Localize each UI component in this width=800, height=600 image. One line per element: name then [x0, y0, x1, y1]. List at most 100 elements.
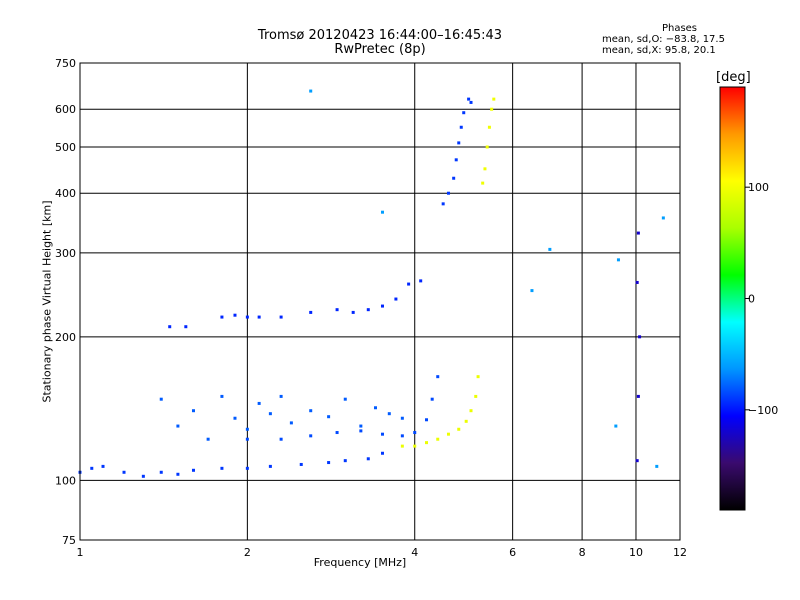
- data-point: [380, 451, 384, 455]
- data-point: [168, 325, 172, 329]
- data-point: [191, 409, 195, 413]
- data-point: [436, 375, 440, 379]
- data-point: [335, 431, 339, 435]
- data-point: [279, 315, 283, 319]
- x-tick-label: 8: [579, 546, 586, 559]
- data-point: [366, 457, 370, 461]
- data-point: [446, 432, 450, 436]
- data-point: [299, 462, 303, 466]
- data-point: [492, 97, 496, 101]
- y-axis-label: Stationary phase Virtual Height [km]: [40, 200, 54, 403]
- data-point: [548, 247, 552, 251]
- data-point: [454, 158, 458, 162]
- data-point: [430, 397, 434, 401]
- data-point: [530, 289, 534, 293]
- y-tick-label: 75: [62, 534, 76, 547]
- data-point: [141, 474, 145, 478]
- data-point: [413, 431, 417, 435]
- data-point: [233, 313, 237, 317]
- data-point: [387, 412, 391, 416]
- data-point: [327, 415, 331, 419]
- y-tick-label: 100: [55, 474, 76, 487]
- x-tick-label: 10: [629, 546, 643, 559]
- data-point: [485, 145, 489, 149]
- x-tick-label: 6: [509, 546, 516, 559]
- colorbar-tick-label: 100: [748, 181, 769, 194]
- data-point: [635, 459, 639, 463]
- data-point: [452, 176, 456, 180]
- x-tick-label: 1: [77, 546, 84, 559]
- data-point: [191, 468, 195, 472]
- data-point: [614, 424, 618, 428]
- data-point: [220, 466, 224, 470]
- data-point: [279, 394, 283, 398]
- data-point: [490, 107, 494, 111]
- chart-title-line1: Tromsø 20120423 16:44:00–16:45:43: [257, 28, 503, 43]
- phase-stats: Phases mean, sd,O: −83.8, 17.5 mean, sd,…: [592, 23, 767, 56]
- data-point: [257, 401, 261, 405]
- data-point: [446, 191, 450, 195]
- data-point: [101, 464, 105, 468]
- data-point: [289, 421, 293, 425]
- data-point: [459, 125, 463, 129]
- y-tick-label: 200: [55, 331, 76, 344]
- data-point: [159, 397, 163, 401]
- data-point: [268, 464, 272, 468]
- x-tick-label: 12: [673, 546, 687, 559]
- data-point: [400, 434, 404, 438]
- x-tick-label: 4: [411, 546, 418, 559]
- data-point: [655, 464, 659, 468]
- data-point: [380, 304, 384, 308]
- data-point: [233, 416, 237, 420]
- data-point: [661, 216, 665, 220]
- data-point: [419, 279, 423, 283]
- data-point: [343, 459, 347, 463]
- data-point: [373, 406, 377, 410]
- data-point: [474, 394, 478, 398]
- data-point: [309, 434, 313, 438]
- data-point: [359, 424, 363, 428]
- data-point: [425, 418, 429, 422]
- data-point: [425, 441, 429, 445]
- colorbar-tick-label: −100: [748, 404, 778, 417]
- data-point: [366, 308, 370, 312]
- colorbar-tick-label: 0: [748, 293, 755, 306]
- data-point: [400, 444, 404, 448]
- data-point: [469, 100, 473, 104]
- data-point: [268, 412, 272, 416]
- data-point: [257, 315, 261, 319]
- data-point: [464, 419, 468, 423]
- phase-o-stats: mean, sd,O: −83.8, 17.5: [602, 34, 725, 45]
- x-axis-label: Frequency [MHz]: [313, 556, 407, 569]
- data-point: [176, 472, 180, 476]
- data-point: [638, 335, 642, 339]
- data-point: [413, 444, 417, 448]
- data-point: [220, 315, 224, 319]
- data-point: [457, 427, 461, 431]
- data-point: [635, 280, 639, 284]
- x-tick-label: 2: [244, 546, 251, 559]
- data-point: [400, 416, 404, 420]
- data-point: [245, 437, 249, 441]
- phase-x-stats: mean, sd,X: 95.8, 20.1: [602, 45, 716, 56]
- phase-heading: Phases: [661, 23, 698, 34]
- data-point: [90, 466, 94, 470]
- data-point: [436, 437, 440, 441]
- data-point: [220, 394, 224, 398]
- data-point: [467, 97, 471, 101]
- data-point: [487, 125, 491, 129]
- data-point: [359, 429, 363, 433]
- data-point: [206, 437, 210, 441]
- data-point: [380, 210, 384, 214]
- chart-title-line2: RwPretec (8p): [334, 42, 426, 57]
- data-points: [78, 89, 665, 478]
- colorbar-ticks: 100 0 −100: [745, 181, 778, 417]
- data-point: [184, 325, 188, 329]
- colorbar: [719, 86, 746, 511]
- grid: [80, 63, 680, 540]
- data-point: [380, 432, 384, 436]
- data-point: [159, 470, 163, 474]
- data-point: [407, 282, 411, 286]
- data-point: [327, 461, 331, 465]
